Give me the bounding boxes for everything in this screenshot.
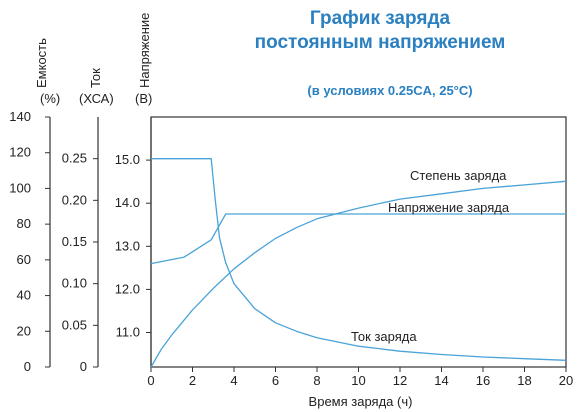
x-axis-label: Время заряда (ч) [309, 394, 413, 409]
x-tick-label: 0 [147, 373, 154, 388]
x-tick-label: 12 [393, 373, 407, 388]
state-of-charge-line [150, 180, 567, 368]
capacity-tick-label: 20 [17, 323, 31, 338]
capacity-tick-label: 60 [17, 252, 31, 267]
voltage-tick-label: 12.0 [115, 281, 140, 296]
x-tick-label: 6 [272, 373, 279, 388]
x-tick-label: 2 [189, 373, 196, 388]
x-tick-label: 14 [434, 373, 448, 388]
current-axis-unit: (ХСА) [79, 91, 114, 106]
x-tick-label: 18 [517, 373, 531, 388]
capacity-tick-label: 40 [17, 288, 31, 303]
state-of-charge-label: Степень заряда [410, 168, 507, 183]
chart-subtitle: (в условиях 0.25CA, 25°C) [307, 83, 473, 98]
voltage-tick-label: 14.0 [115, 195, 140, 210]
capacity-tick-label: 100 [9, 180, 31, 195]
capacity-tick-label: 140 [9, 109, 31, 124]
voltage-tick-label: 15.0 [115, 152, 140, 167]
x-tick-label: 4 [230, 373, 237, 388]
current-tick-label: 0.10 [62, 276, 87, 291]
capacity-tick-label: 0 [24, 359, 31, 374]
x-tick-label: 8 [313, 373, 320, 388]
voltage-tick-label: 13.0 [115, 238, 140, 253]
current-tick-label: 0.05 [62, 317, 87, 332]
x-tick-label: 10 [351, 373, 365, 388]
voltage-tick-label: 11.0 [116, 325, 140, 340]
current-tick-label: 0.25 [62, 151, 87, 166]
x-tick-label: 16 [476, 373, 490, 388]
chart-title-line2: постоянным напряжением [254, 32, 506, 53]
current-tick-label: 0.15 [62, 234, 87, 249]
x-tick-label: 20 [559, 373, 573, 388]
voltage-axis-unit: (В) [135, 91, 153, 106]
chart-title-line1: График заряда [309, 8, 451, 29]
charge-current-line [151, 158, 567, 361]
capacity-axis-unit: (%) [40, 91, 61, 106]
capacity-tick-label: 120 [9, 145, 31, 160]
current-tick-label: 0.20 [62, 192, 87, 207]
current-tick-label: 0 [80, 359, 87, 374]
charge-voltage-label: Напряжение заряда [388, 200, 510, 215]
charge-current-label: Ток заряда [351, 329, 417, 344]
charge-voltage-line [150, 213, 566, 265]
capacity-tick-label: 80 [17, 216, 31, 231]
